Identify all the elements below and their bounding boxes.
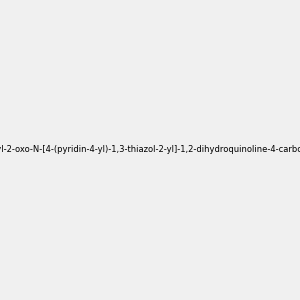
Text: 1-methyl-2-oxo-N-[4-(pyridin-4-yl)-1,3-thiazol-2-yl]-1,2-dihydroquinoline-4-carb: 1-methyl-2-oxo-N-[4-(pyridin-4-yl)-1,3-t… — [0, 146, 300, 154]
